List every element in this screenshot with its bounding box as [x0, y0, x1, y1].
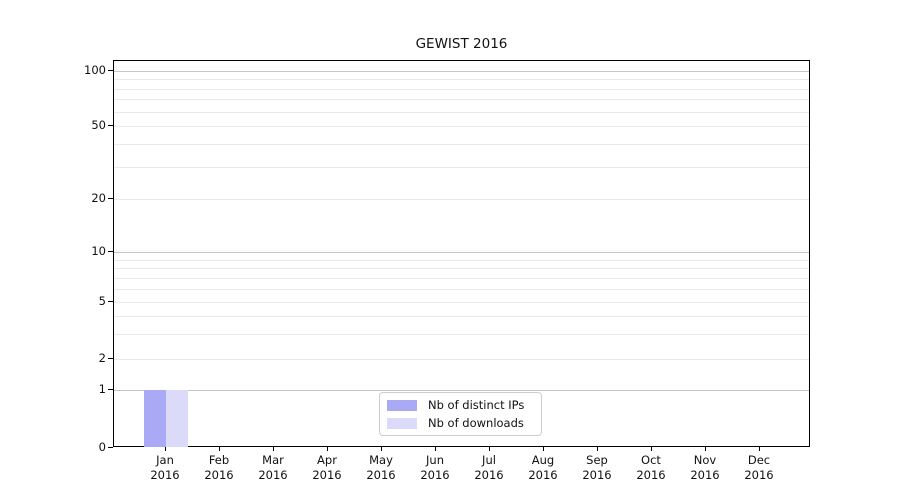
x-tick-mark: [489, 447, 490, 451]
x-tick-label: Oct 2016: [619, 453, 683, 483]
x-tick-year: 2016: [636, 468, 666, 482]
x-tick-year: 2016: [528, 468, 558, 482]
x-tick-month: Jun: [426, 453, 444, 467]
x-tick-mark: [273, 447, 274, 451]
x-tick-mark: [219, 447, 220, 451]
x-tick-year: 2016: [366, 468, 396, 482]
x-tick-mark: [543, 447, 544, 451]
minor-gridline: [114, 126, 809, 127]
y-tick-label: 20: [91, 191, 106, 205]
legend-item: Nb of distinct IPs: [387, 398, 534, 412]
x-tick-label: Feb 2016: [187, 453, 251, 483]
x-tick-label: Aug 2016: [511, 453, 575, 483]
minor-gridline: [114, 79, 809, 80]
legend: Nb of distinct IPs Nb of downloads: [379, 392, 542, 436]
chart-title: GEWIST 2016: [415, 36, 508, 52]
legend-label: Nb of downloads: [428, 416, 524, 430]
minor-gridline: [114, 112, 809, 113]
x-tick-mark: [435, 447, 436, 451]
x-tick-label: Sep 2016: [565, 453, 629, 483]
x-tick-year: 2016: [312, 468, 342, 482]
legend-swatch: [387, 417, 417, 429]
x-tick-mark: [705, 447, 706, 451]
x-tick-year: 2016: [204, 468, 234, 482]
x-tick-month: Mar: [262, 453, 284, 467]
x-tick-mark: [165, 447, 166, 451]
legend-item: Nb of downloads: [387, 416, 534, 430]
legend-label: Nb of distinct IPs: [428, 398, 525, 412]
x-tick-mark: [651, 447, 652, 451]
minor-gridline: [114, 334, 809, 335]
major-gridline: [114, 252, 809, 253]
minor-gridline: [114, 99, 809, 100]
x-tick-month: May: [369, 453, 393, 467]
x-tick-month: Apr: [317, 453, 337, 467]
y-tick-label: 1: [98, 382, 106, 396]
minor-gridline: [114, 89, 809, 90]
x-tick-mark: [597, 447, 598, 451]
plot-area: [113, 60, 810, 447]
minor-gridline: [114, 167, 809, 168]
minor-gridline: [114, 268, 809, 269]
x-tick-year: 2016: [690, 468, 720, 482]
x-tick-year: 2016: [420, 468, 450, 482]
y-tick-label: 50: [91, 118, 106, 132]
x-tick-mark: [759, 447, 760, 451]
x-tick-label: Jan 2016: [133, 453, 197, 483]
x-tick-label: Jun 2016: [403, 453, 467, 483]
y-tick-label: 2: [98, 351, 106, 365]
y-tick-mark: [108, 301, 113, 302]
minor-gridline: [114, 316, 809, 317]
minor-gridline: [114, 302, 809, 303]
y-tick-label: 0: [98, 440, 106, 454]
y-tick-mark: [108, 125, 113, 126]
x-tick-month: Sep: [586, 453, 608, 467]
x-tick-month: Nov: [693, 453, 717, 467]
x-tick-mark: [327, 447, 328, 451]
y-tick-label: 5: [98, 294, 106, 308]
bar-nb-of-downloads: [166, 390, 188, 447]
x-tick-year: 2016: [150, 468, 180, 482]
x-tick-year: 2016: [582, 468, 612, 482]
x-tick-year: 2016: [744, 468, 774, 482]
minor-gridline: [114, 260, 809, 261]
y-tick-mark: [108, 251, 113, 252]
minor-gridline: [114, 359, 809, 360]
x-tick-year: 2016: [258, 468, 288, 482]
x-tick-month: Dec: [747, 453, 771, 467]
minor-gridline: [114, 278, 809, 279]
x-tick-month: Jan: [156, 453, 174, 467]
x-tick-year: 2016: [474, 468, 504, 482]
x-tick-label: Dec 2016: [727, 453, 791, 483]
x-tick-month: Oct: [641, 453, 661, 467]
major-gridline: [114, 71, 809, 72]
minor-gridline: [114, 144, 809, 145]
minor-gridline: [114, 199, 809, 200]
x-tick-label: Jul 2016: [457, 453, 521, 483]
x-tick-label: Mar 2016: [241, 453, 305, 483]
y-tick-label: 10: [91, 244, 106, 258]
x-tick-month: Feb: [208, 453, 230, 467]
x-tick-label: Nov 2016: [673, 453, 737, 483]
x-tick-label: Apr 2016: [295, 453, 359, 483]
y-tick-mark: [108, 358, 113, 359]
y-tick-mark: [108, 70, 113, 71]
x-tick-month: Aug: [531, 453, 555, 467]
y-tick-label: 100: [84, 63, 106, 77]
x-tick-mark: [381, 447, 382, 451]
minor-gridline: [114, 289, 809, 290]
x-tick-label: May 2016: [349, 453, 413, 483]
x-tick-month: Jul: [482, 453, 496, 467]
bar-nb-of-distinct-ips: [144, 390, 166, 447]
legend-swatch: [387, 399, 417, 411]
major-gridline: [114, 390, 809, 391]
y-tick-mark: [108, 389, 113, 390]
y-tick-mark: [108, 447, 113, 448]
y-tick-mark: [108, 198, 113, 199]
